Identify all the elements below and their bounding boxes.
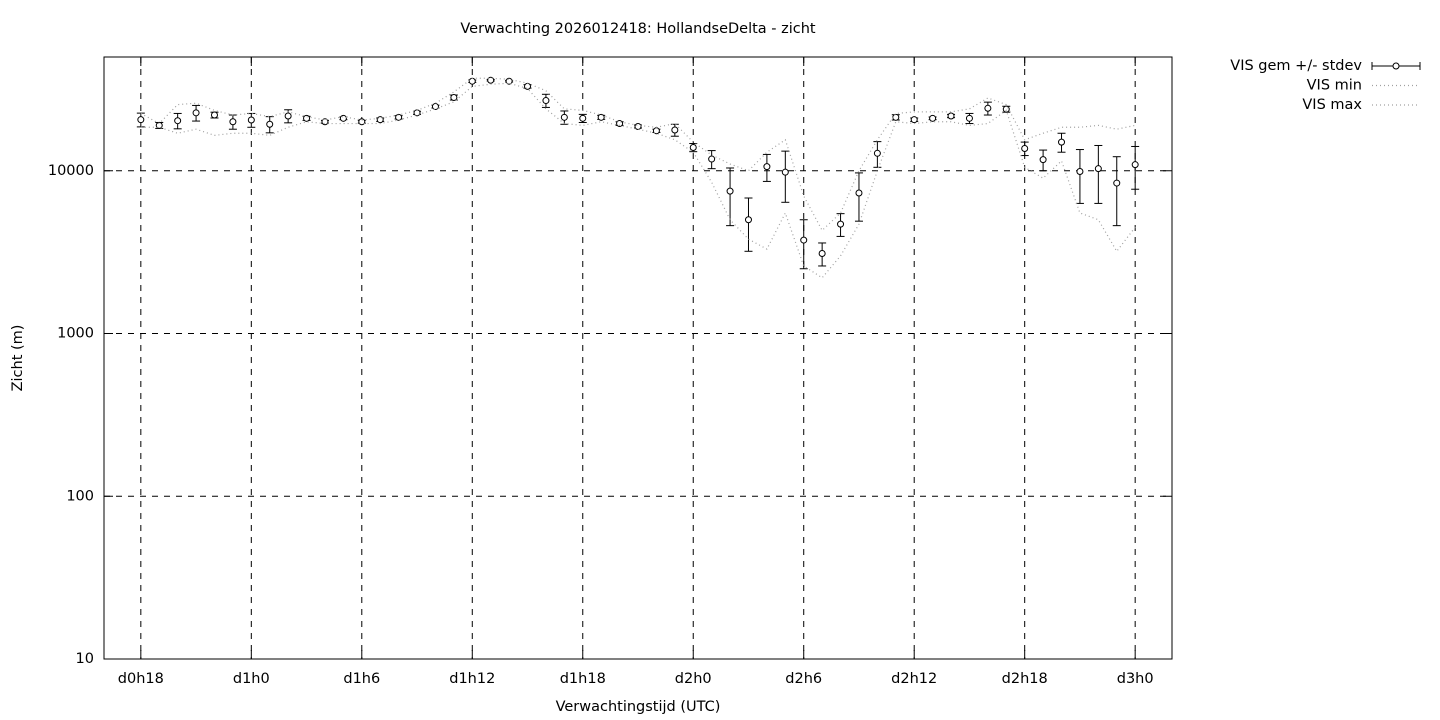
point xyxy=(1113,179,1121,187)
legend-label: VIS max xyxy=(1302,97,1362,113)
point xyxy=(689,143,697,151)
point xyxy=(247,116,255,124)
point xyxy=(505,77,513,85)
x-tick-label: d2h6 xyxy=(785,671,822,687)
point xyxy=(873,149,881,157)
point xyxy=(818,250,826,258)
point xyxy=(965,114,973,122)
point xyxy=(929,114,937,122)
y-tick-label: 1000 xyxy=(57,326,94,342)
point xyxy=(910,116,918,124)
point xyxy=(542,97,550,105)
point xyxy=(744,216,752,224)
point xyxy=(837,220,845,228)
y-axis-label: Zicht (m) xyxy=(10,325,26,392)
point xyxy=(726,187,734,195)
point xyxy=(800,236,808,244)
y-tick-label: 100 xyxy=(66,488,94,504)
point xyxy=(192,109,200,117)
error-bar xyxy=(854,172,863,222)
x-tick-label: d1h0 xyxy=(233,671,270,687)
point xyxy=(560,113,568,121)
point xyxy=(1131,161,1139,169)
error-bar xyxy=(799,219,808,270)
x-tick-label: d0h18 xyxy=(118,671,164,687)
chart-title: Verwachting 2026012418: HollandseDelta -… xyxy=(460,21,816,37)
x-axis-label: Verwachtingstijd (UTC) xyxy=(556,699,721,715)
point xyxy=(1076,167,1084,175)
point xyxy=(284,112,292,120)
point xyxy=(855,189,863,197)
legend-label: VIS min xyxy=(1307,78,1362,94)
point xyxy=(174,117,182,125)
point xyxy=(947,112,955,120)
point xyxy=(468,77,476,85)
legend-label: VIS gem +/- stdev xyxy=(1230,58,1362,74)
point xyxy=(524,82,532,90)
x-tick-label: d1h12 xyxy=(449,671,495,687)
point xyxy=(763,163,771,171)
error-bar xyxy=(1075,149,1084,204)
point xyxy=(634,123,642,131)
point xyxy=(266,120,274,128)
x-tick-label: d1h18 xyxy=(560,671,606,687)
x-tick-label: d1h6 xyxy=(343,671,380,687)
point xyxy=(229,118,237,126)
x-tick-label: d2h0 xyxy=(675,671,712,687)
point xyxy=(579,114,587,122)
x-tick-label: d2h18 xyxy=(1002,671,1048,687)
point xyxy=(395,113,403,121)
point xyxy=(1039,156,1047,164)
error-bar xyxy=(1112,156,1121,227)
error-bar xyxy=(744,197,753,252)
legend-swatch xyxy=(1392,62,1400,70)
point xyxy=(431,103,439,111)
x-tick-label: d2h12 xyxy=(891,671,937,687)
point xyxy=(303,114,311,122)
point xyxy=(781,168,789,176)
point xyxy=(1021,145,1029,153)
x-tick-label: d3h0 xyxy=(1117,671,1154,687)
y-tick-label: 10 xyxy=(76,651,94,667)
point xyxy=(339,114,347,122)
point xyxy=(1058,138,1066,146)
point xyxy=(210,111,218,119)
point xyxy=(708,155,716,163)
point xyxy=(137,116,145,124)
error-bar xyxy=(726,167,735,227)
point xyxy=(1002,105,1010,113)
point xyxy=(1094,165,1102,173)
error-bar xyxy=(781,150,790,203)
point xyxy=(597,113,605,121)
error-bar xyxy=(1094,144,1103,204)
plot-frame xyxy=(103,56,1173,660)
point xyxy=(671,126,679,134)
y-tick-label: 10000 xyxy=(48,163,94,179)
point xyxy=(892,113,900,121)
point xyxy=(450,93,458,101)
point xyxy=(984,104,992,112)
